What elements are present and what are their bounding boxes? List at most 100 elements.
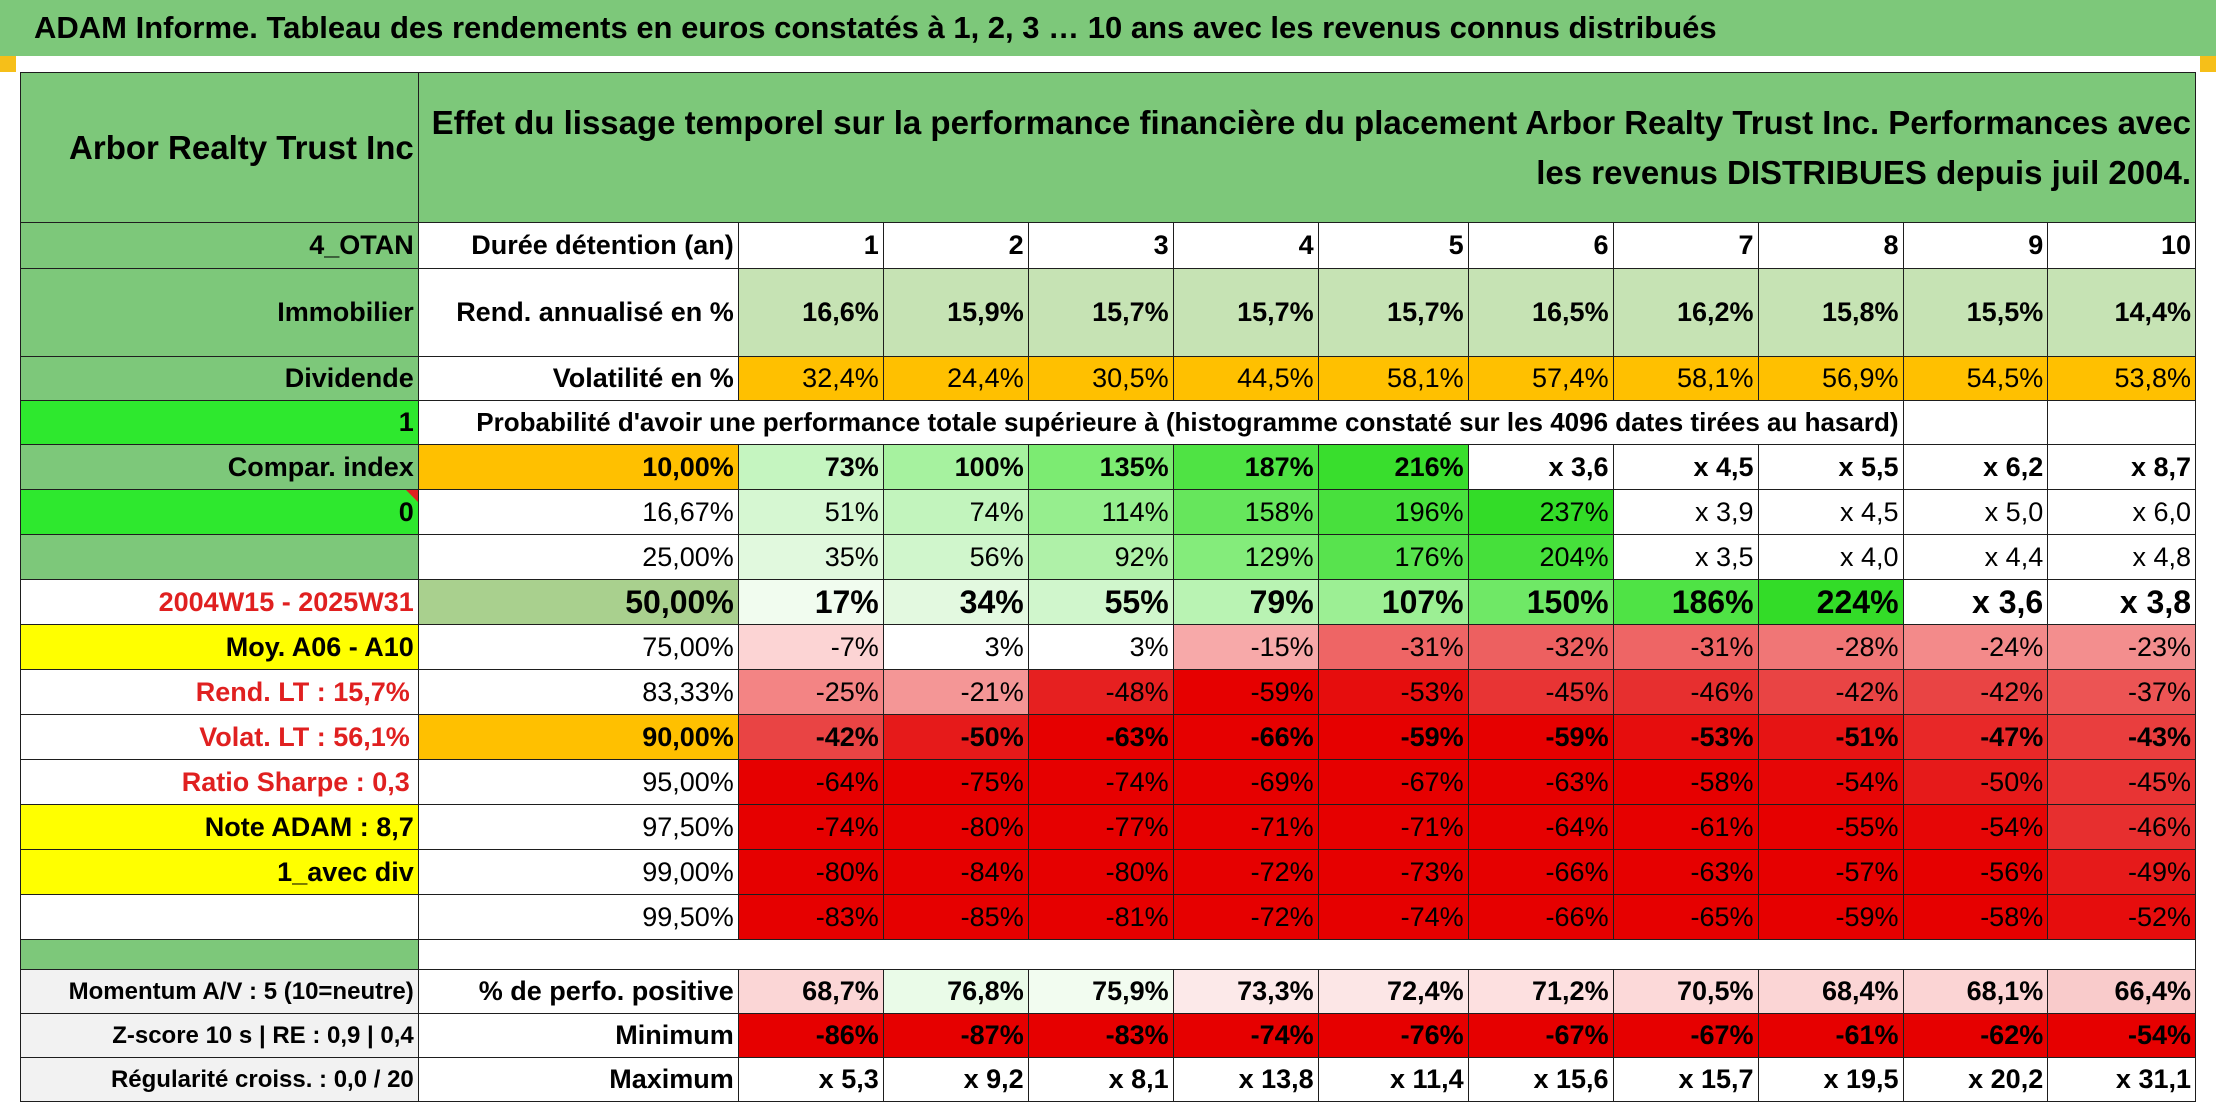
probability-threshold: 99,50%	[417, 894, 739, 940]
quantile-row: Ratio Sharpe : 0,3 95,00% -64% -75% -74% -69%…	[20, 759, 2196, 805]
vol-cell: 57,4%	[1467, 356, 1614, 401]
maximum-cell: x 20,2	[1902, 1057, 2049, 1102]
probability-threshold: 25,00%	[417, 534, 739, 580]
quantile-row: Note ADAM : 8,7 97,50% -74% -80% -77% -71% -71…	[20, 804, 2196, 850]
minimum-cell: -67%	[1467, 1013, 1614, 1058]
rend-cell: 15,9%	[882, 268, 1029, 357]
maximum-cell: x 13,8	[1172, 1057, 1319, 1102]
quantile-cell: -46%	[1612, 669, 1759, 715]
quantile-cell: -81%	[1027, 894, 1174, 940]
maximum-cell: x 8,1	[1027, 1057, 1174, 1102]
quantile-cell: -50%	[882, 714, 1029, 760]
quantile-cell: -61%	[1612, 804, 1759, 850]
quantile-cell: -63%	[1467, 759, 1614, 805]
year-header: 10	[2047, 222, 2196, 269]
rend-cell: 16,6%	[737, 268, 884, 357]
maximum-cell: x 15,7	[1612, 1057, 1759, 1102]
positive-cell: 75,9%	[1027, 969, 1174, 1014]
positive-cell: 66,4%	[2047, 969, 2196, 1014]
probability-threshold: 97,50%	[417, 804, 739, 850]
quantile-row: 2004W15 - 2025W31 50,00% 17% 34% 55% 79% 107% 1…	[20, 579, 2196, 625]
quantile-cell: -46%	[2047, 804, 2196, 850]
quantile-cell: -56%	[1902, 849, 2049, 895]
quantile-cell: -57%	[1757, 849, 1904, 895]
quantile-cell: -15%	[1172, 624, 1319, 670]
quantile-cell: -63%	[1612, 849, 1759, 895]
vol-row: Dividende Volatilité en % 32,4% 24,4% 30,5% 4…	[20, 356, 2196, 401]
blank-label	[20, 534, 419, 580]
rend-cell: 14,4%	[2047, 268, 2196, 357]
vol-cell: 58,1%	[1317, 356, 1469, 401]
quantile-cell: -64%	[737, 759, 884, 805]
spacer-cell	[20, 939, 419, 970]
vol-cell: 30,5%	[1027, 356, 1174, 401]
quantile-cell: 56%	[882, 534, 1029, 580]
vol-cell: 32,4%	[737, 356, 884, 401]
quantile-cell: -59%	[1317, 714, 1469, 760]
positive-cell: 68,1%	[1902, 969, 2049, 1014]
quantile-cell: 92%	[1027, 534, 1174, 580]
avec-div-label: 1_avec div	[20, 849, 419, 895]
proba-row: 1 Probabilité d'avoir une performance tot…	[20, 400, 2196, 445]
quantile-cell: -71%	[1172, 804, 1319, 850]
note-label: Note ADAM : 8,7	[20, 804, 419, 850]
maximum-cell: x 5,3	[737, 1057, 884, 1102]
year-header: 1	[737, 222, 884, 269]
quantile-cell: x 3,6	[1467, 444, 1614, 490]
quantile-cell: -24%	[1902, 624, 2049, 670]
quantile-cell: -58%	[1902, 894, 2049, 940]
quantile-cell: -7%	[737, 624, 884, 670]
minimum-cell: -74%	[1172, 1013, 1319, 1058]
stat-side-label: Régularité croiss. : 0,0 / 20	[20, 1057, 419, 1102]
probability-threshold: 99,00%	[417, 849, 739, 895]
vol-cell: 56,9%	[1757, 356, 1904, 401]
quantile-cell: -21%	[882, 669, 1029, 715]
maximum-cell: x 9,2	[882, 1057, 1029, 1102]
quantile-cell: 129%	[1172, 534, 1319, 580]
quantile-cell: x 6,2	[1902, 444, 2049, 490]
year-header: 7	[1612, 222, 1759, 269]
stats-row: Régularité croiss. : 0,0 / 20 Maximum x 5,…	[20, 1057, 2196, 1102]
minimum-cell: -62%	[1902, 1013, 2049, 1058]
quantile-cell: -45%	[1467, 669, 1614, 715]
rend-label: Rend. annualisé en %	[417, 268, 739, 357]
blank-label	[20, 894, 419, 940]
quantile-cell: -28%	[1757, 624, 1904, 670]
vol-cell: 24,4%	[882, 356, 1029, 401]
rend-cell: 16,5%	[1467, 268, 1614, 357]
period-label: 2004W15 - 2025W31	[20, 579, 419, 625]
quantile-cell: -48%	[1027, 669, 1174, 715]
sector-label: Immobilier	[20, 268, 419, 357]
probability-threshold: 83,33%	[417, 669, 739, 715]
quantile-cell: 187%	[1172, 444, 1319, 490]
quantile-cell: -74%	[1317, 894, 1469, 940]
quantile-cell: 216%	[1317, 444, 1469, 490]
quantile-row: 0 16,67% 51% 74% 114% 158% 196% 237% x 3,9 x 4,5 x…	[20, 489, 2196, 535]
quantile-cell: -66%	[1467, 849, 1614, 895]
quantile-cell: -72%	[1172, 894, 1319, 940]
flag-cell: 1	[20, 400, 419, 445]
quantile-cell: -63%	[1027, 714, 1174, 760]
quantile-cell: -42%	[1902, 669, 2049, 715]
quantile-cell: -75%	[882, 759, 1029, 805]
quantile-cell: -23%	[2047, 624, 2196, 670]
quantile-cell: 224%	[1757, 579, 1904, 625]
quantile-cell: -77%	[1027, 804, 1174, 850]
quantile-row: 1_avec div 99,00% -80% -84% -80% -72% -73% -66%…	[20, 849, 2196, 895]
quantile-cell: -45%	[2047, 759, 2196, 805]
stat-label: % de perfo. positive	[417, 969, 739, 1014]
quantile-cell: -66%	[1467, 894, 1614, 940]
quantile-cell: 150%	[1467, 579, 1614, 625]
vol-cell: 44,5%	[1172, 356, 1319, 401]
compar-index-label: Compar. index	[20, 444, 419, 490]
quantile-row: 99,50% -83% -85% -81% -72% -74% -66% -65% -59% -5…	[20, 894, 2196, 940]
quantile-cell: -37%	[2047, 669, 2196, 715]
positive-cell: 72,4%	[1317, 969, 1469, 1014]
quantile-cell: x 6,0	[2047, 489, 2196, 535]
minimum-cell: -83%	[1027, 1013, 1174, 1058]
quantile-cell: -52%	[2047, 894, 2196, 940]
quantile-cell: -85%	[882, 894, 1029, 940]
minimum-cell: -67%	[1612, 1013, 1759, 1058]
quantile-row: Rend. LT : 15,7% 83,33% -25% -21% -48% -59% -5…	[20, 669, 2196, 715]
quantile-cell: -69%	[1172, 759, 1319, 805]
